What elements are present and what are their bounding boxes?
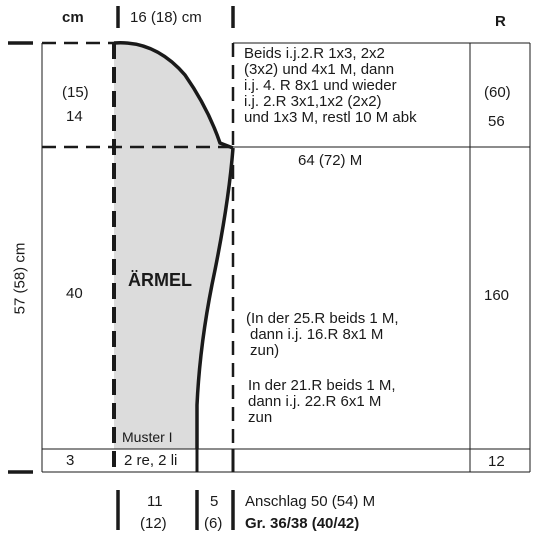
stitches-top: 64 (72) M [298,152,363,169]
width-a-alt: (12) [140,515,167,532]
rows-column-header: R [495,13,506,30]
cap-rows: 56 [488,113,505,130]
width-b-alt: (6) [204,515,223,532]
rib-rows: 12 [488,453,505,470]
rib-cm: 3 [66,452,75,469]
cast-on-label: Anschlag 50 (54) M [245,493,376,510]
sleeve-title: ÄRMEL [128,270,192,290]
sleeve-shape [114,42,233,450]
pattern-label: Muster I [122,429,173,445]
increase-note-alt: (In der 25.R beids 1 M, dann i.j. 16.R 8… [246,310,399,359]
width-a: 11 [147,493,163,510]
cap-cm-alt: (15) [62,84,89,101]
cap-rows-alt: (60) [484,84,511,101]
width-b: 5 [210,493,219,510]
body-cm: 40 [66,285,83,302]
cap-instructions: Beids i.j.2.R 1x3, 2x2 (3x2) und 4x1 M, … [244,45,417,126]
increase-note: In der 21.R beids 1 M, dann i.j. 22.R 6x… [248,377,396,426]
total-height-label: 57 (58) cm [11,242,29,315]
total-width-label: 16 (18) cm [130,9,202,26]
sleeve-cap-curve [113,41,234,150]
cm-column-header: cm [62,9,84,26]
rib-pattern-label: 2 re, 2 li [124,452,178,469]
sleeve-side-curve [195,147,235,449]
body-rows: 160 [484,287,510,304]
cap-cm: 14 [66,108,83,125]
sizes-label: Gr. 36/38 (40/42) [245,515,360,532]
